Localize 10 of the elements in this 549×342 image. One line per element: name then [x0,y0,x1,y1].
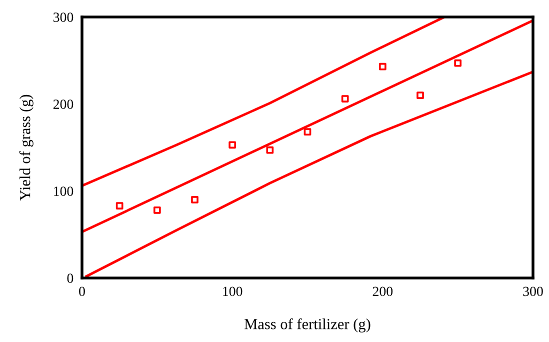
y-tick-label: 100 [54,186,74,196]
y-axis-title: Yield of grass (g) [19,94,34,201]
y-tick-label: 300 [53,12,74,22]
x-axis-title: Mass of fertilizer (g) [244,318,370,332]
y-tick-label: 200 [53,100,74,109]
x-tick-label: 100 [223,286,242,296]
x-tick-label: 300 [523,286,543,296]
y-tick-label: 0 [67,274,74,283]
x-tick-label: 200 [372,286,393,296]
x-tick-label: 0 [79,286,85,296]
